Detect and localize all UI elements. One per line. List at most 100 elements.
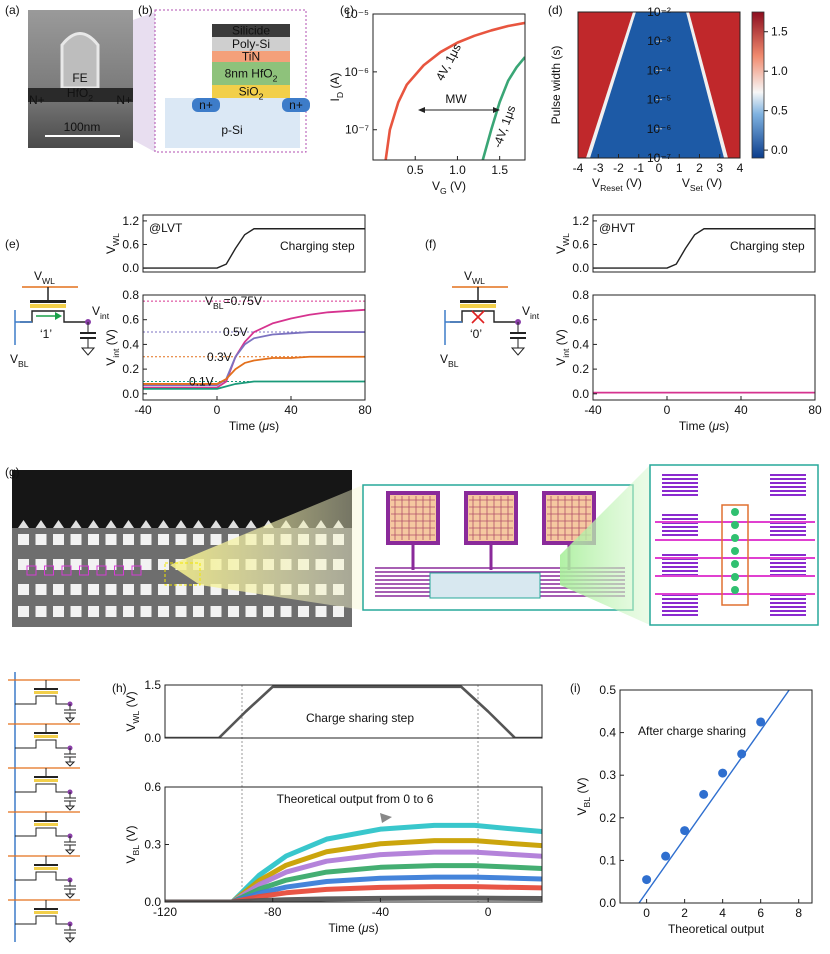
data-line bbox=[384, 21, 525, 160]
pad bbox=[53, 534, 64, 545]
channel bbox=[15, 783, 70, 793]
circuit-label: VWL bbox=[464, 269, 485, 286]
pad bbox=[298, 606, 309, 617]
x-tick-label: 1.5 bbox=[491, 163, 508, 177]
layer-label: Poly-Si bbox=[232, 37, 270, 51]
sem-label: N+ bbox=[116, 93, 132, 107]
data-point bbox=[756, 717, 766, 727]
data-point bbox=[680, 826, 690, 836]
arrow-head bbox=[418, 107, 425, 113]
pad bbox=[105, 584, 117, 595]
panel-label: (i) bbox=[570, 681, 581, 695]
channel bbox=[15, 695, 70, 705]
label-part: (V) bbox=[703, 176, 722, 190]
ground bbox=[510, 347, 526, 356]
label-part: V bbox=[104, 358, 118, 366]
gate bbox=[34, 688, 58, 690]
circuit-label: Vint bbox=[92, 304, 110, 321]
zoom-wedge bbox=[560, 465, 650, 625]
label-part: WL bbox=[561, 233, 571, 246]
x-tick-label: -3 bbox=[593, 161, 604, 175]
label-part: int bbox=[561, 348, 571, 358]
pad bbox=[35, 559, 47, 570]
label-part: HfO bbox=[67, 86, 88, 100]
circuit-label: VBL bbox=[440, 352, 459, 369]
state-label: ‘0’ bbox=[470, 327, 482, 341]
pad-selected bbox=[96, 565, 107, 576]
label-part: μ bbox=[261, 419, 269, 433]
y-tick-label: 0.0 bbox=[572, 261, 589, 275]
label-part: WL bbox=[131, 710, 141, 723]
label-part: I bbox=[328, 98, 342, 101]
panel-label: (a) bbox=[5, 3, 20, 17]
ferro-layer bbox=[30, 304, 66, 308]
channel bbox=[15, 827, 70, 837]
probe-pad bbox=[18, 520, 29, 528]
pad bbox=[88, 606, 99, 617]
data-point bbox=[718, 768, 728, 778]
pad bbox=[280, 606, 292, 617]
colorbar-tick-label: 1.0 bbox=[771, 64, 788, 78]
y-tick-label: 0.0 bbox=[144, 895, 161, 909]
gate-shape bbox=[60, 32, 100, 90]
probe-pad bbox=[158, 520, 169, 528]
panel-label: (b) bbox=[138, 3, 153, 17]
panel-label: (e) bbox=[5, 237, 20, 251]
label-part: V bbox=[554, 246, 568, 254]
plot-area bbox=[638, 690, 790, 903]
plot-area bbox=[165, 685, 542, 738]
x-tick-label: 80 bbox=[358, 403, 372, 417]
contact bbox=[731, 573, 739, 581]
x-axis-label: Time (μs) bbox=[679, 419, 729, 433]
state-label: ‘1’ bbox=[40, 327, 52, 341]
label-part: Poly-Si bbox=[232, 37, 270, 51]
ferro-layer bbox=[34, 867, 58, 870]
pad-square bbox=[464, 491, 518, 545]
x-tick-label: 1 bbox=[676, 161, 683, 175]
array-circuit bbox=[8, 672, 80, 943]
data-line bbox=[165, 895, 542, 902]
y-tick-label: 1.2 bbox=[122, 214, 139, 228]
pad bbox=[88, 584, 99, 595]
y-tick-label: 10⁻⁴ bbox=[647, 63, 672, 77]
pad bbox=[158, 584, 169, 595]
y-axis-label: VWL bbox=[554, 233, 571, 254]
contact bbox=[731, 508, 739, 516]
reference-label: 0.1V bbox=[189, 374, 214, 388]
pad bbox=[105, 534, 117, 545]
note: Theoretical output from 0 to 6 bbox=[277, 792, 434, 806]
label-part: TiN bbox=[242, 50, 260, 64]
label-part: s) bbox=[719, 419, 729, 433]
cross bbox=[471, 310, 485, 324]
pad-square bbox=[386, 491, 440, 545]
label-part: BL bbox=[131, 845, 141, 856]
label-part: V bbox=[575, 807, 589, 815]
sem-label: FE bbox=[72, 71, 87, 85]
plot-frame bbox=[142, 294, 366, 401]
pad bbox=[70, 584, 82, 595]
x-tick-label: -120 bbox=[153, 905, 177, 919]
circuit-label: VBL bbox=[10, 352, 29, 369]
y-tick-label: 10⁻³ bbox=[647, 34, 671, 48]
pad bbox=[333, 606, 344, 617]
sem-label: HfO2 bbox=[67, 86, 93, 103]
pad bbox=[158, 534, 169, 545]
x-tick-label: 80 bbox=[808, 403, 822, 417]
panel-label: (g) bbox=[5, 465, 20, 479]
data-point bbox=[699, 789, 709, 799]
x-tick-label: -80 bbox=[264, 905, 282, 919]
pad bbox=[88, 559, 99, 570]
label-part: V bbox=[104, 246, 118, 254]
reference-label: 0.3V bbox=[207, 350, 232, 364]
pad bbox=[70, 606, 82, 617]
ferro-layer bbox=[460, 304, 496, 308]
x-tick-label: -40 bbox=[372, 905, 390, 919]
label-part: (V) bbox=[575, 778, 589, 797]
label-part: Time ( bbox=[679, 419, 713, 433]
plot-area bbox=[593, 228, 815, 269]
step-label: Charging step bbox=[280, 239, 355, 253]
y-tick-label: 0.2 bbox=[599, 811, 616, 825]
x-tick-label: 2 bbox=[681, 906, 688, 920]
y-tick-label: 0.6 bbox=[572, 313, 589, 327]
